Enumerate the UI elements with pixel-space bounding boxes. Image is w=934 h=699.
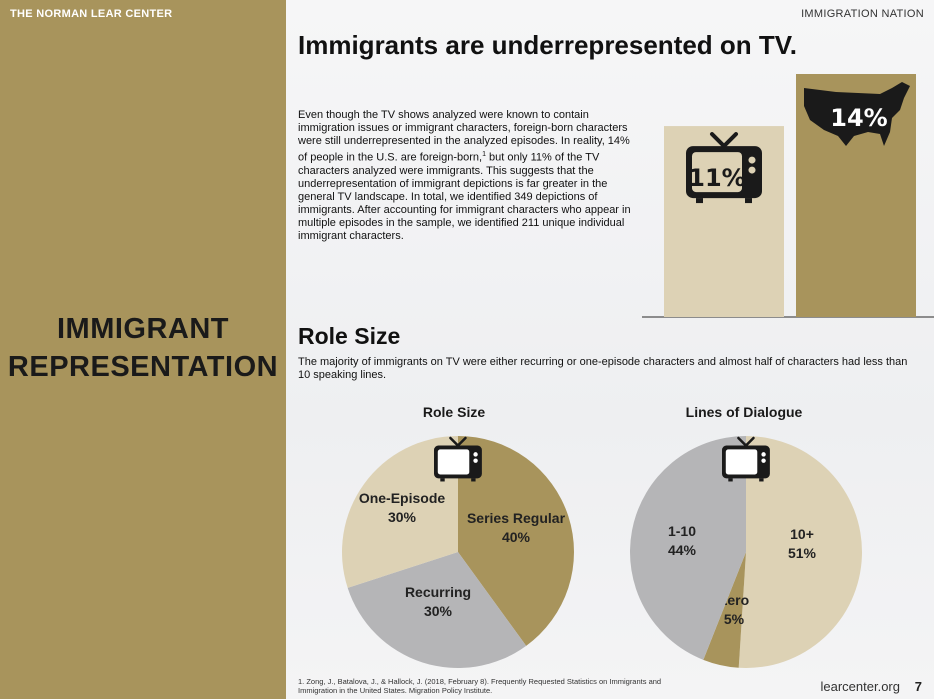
intro-text-part2: but only 11% of the TV characters analyz… — [298, 151, 631, 242]
pie-slice-recurring — [347, 552, 527, 668]
tv-icon — [686, 132, 762, 204]
pie-value-series-regular: 40% — [502, 529, 531, 545]
org-name: THE NORMAN LEAR CENTER — [10, 8, 173, 20]
footnote-mark: 1 — [482, 151, 486, 158]
pie-slice-zero — [703, 552, 746, 668]
bar-label-tv: 11% — [688, 164, 745, 192]
section-title: IMMIGRANT REPRESENTATION — [0, 310, 286, 386]
pie-value-1-10: 44% — [668, 542, 697, 558]
us-map-icon — [804, 82, 910, 146]
series-name: IMMIGRATION NATION — [801, 8, 924, 20]
page-number: 7 — [914, 679, 922, 694]
main-panel: IMMIGRATION NATION Immigrants are underr… — [286, 0, 934, 699]
section-title-line1: IMMIGRANT — [56, 313, 230, 345]
pie-slice-1-10 — [630, 436, 746, 660]
pie-label-1-10: 1-10 — [668, 523, 696, 539]
section-title-line2: REPRESENTATION — [7, 351, 279, 383]
role-size-pie: Series Regular 40% Recurring 30% One-Episode… — [342, 436, 574, 668]
sidebar: THE NORMAN LEAR CENTER IMMIGRANT REPRESE… — [0, 0, 286, 699]
pie-label-10-: 10+ — [790, 526, 814, 542]
tv-icon — [434, 436, 482, 482]
role-size-heading: Role Size — [298, 323, 401, 349]
intro-text-part1: Even though the TV shows analyzed were k… — [298, 109, 630, 164]
site-link[interactable]: learcenter.org — [820, 679, 901, 694]
representation-bar-chart: 11% 14% — [642, 74, 934, 318]
pie-value-recurring: 30% — [424, 603, 453, 619]
pie-value-10-: 51% — [788, 545, 817, 561]
pie-title-lines-of-dialogue: Lines of Dialogue — [685, 404, 803, 420]
pie-label-series-regular: Series Regular — [467, 510, 566, 526]
pie-value-one-episode: 30% — [388, 509, 417, 525]
pie-label-one-episode: One-Episode — [359, 490, 446, 506]
pie-title-role-size: Role Size — [422, 404, 486, 420]
bar-label-us: 14% — [830, 104, 887, 132]
role-size-description: The majority of immigrants on TV were ei… — [298, 356, 908, 381]
pie-slice-series-regular — [458, 436, 574, 646]
page-headline: Immigrants are underrepresented on TV. — [298, 30, 797, 60]
intro-paragraph: Even though the TV shows analyzed were k… — [298, 109, 631, 243]
tv-icon — [722, 436, 770, 482]
pie-value-zero: 5% — [724, 611, 745, 627]
footnote: 1. Zong, J., Batalova, J., & Hallock, J.… — [298, 677, 662, 695]
pie-slice-10- — [738, 436, 863, 668]
pie-label-recurring: Recurring — [405, 584, 471, 600]
pie-slice-one-episode — [342, 436, 458, 588]
